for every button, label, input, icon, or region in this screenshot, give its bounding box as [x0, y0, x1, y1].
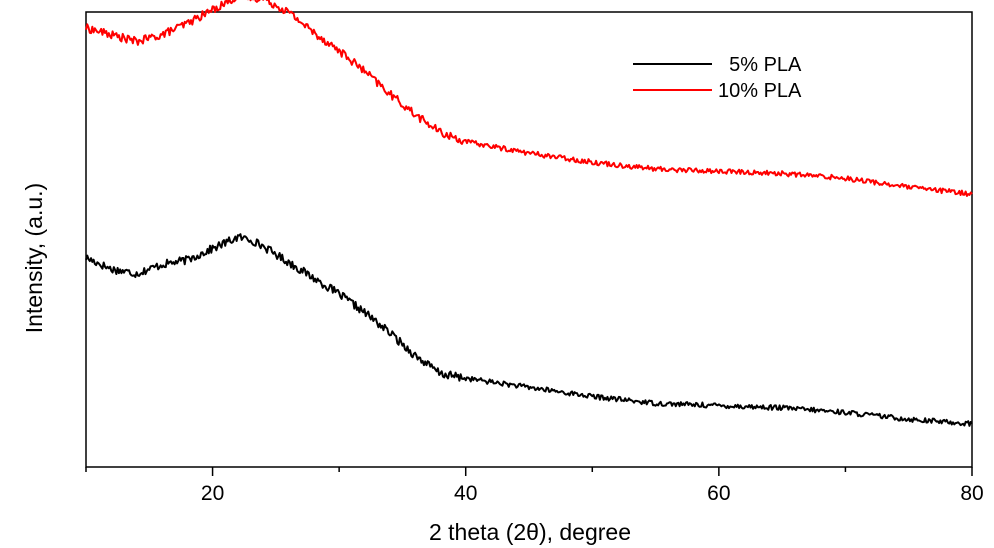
plot-frame [85, 11, 973, 468]
legend-label-1: 5% PLA [718, 54, 802, 76]
series-line-1 [85, 233, 973, 427]
x-tick-label: 80 [960, 482, 983, 505]
x-axis-title: 2 theta (2θ), degree [429, 519, 631, 545]
x-tick-label: 60 [707, 482, 730, 505]
y-axis-title: Intensity, (a.u.) [21, 183, 47, 333]
series-layer [85, 0, 973, 427]
legend-label-2: 10% PLA [718, 80, 802, 102]
x-tick-label: 40 [454, 482, 477, 505]
x-tick-label: 20 [201, 482, 224, 505]
x-axis-ticks: 20 40 60 80 [85, 467, 984, 505]
series-line-2 [85, 0, 973, 197]
plot-area-border [85, 11, 973, 468]
legend: 5% PLA 10% PLA [633, 54, 802, 102]
